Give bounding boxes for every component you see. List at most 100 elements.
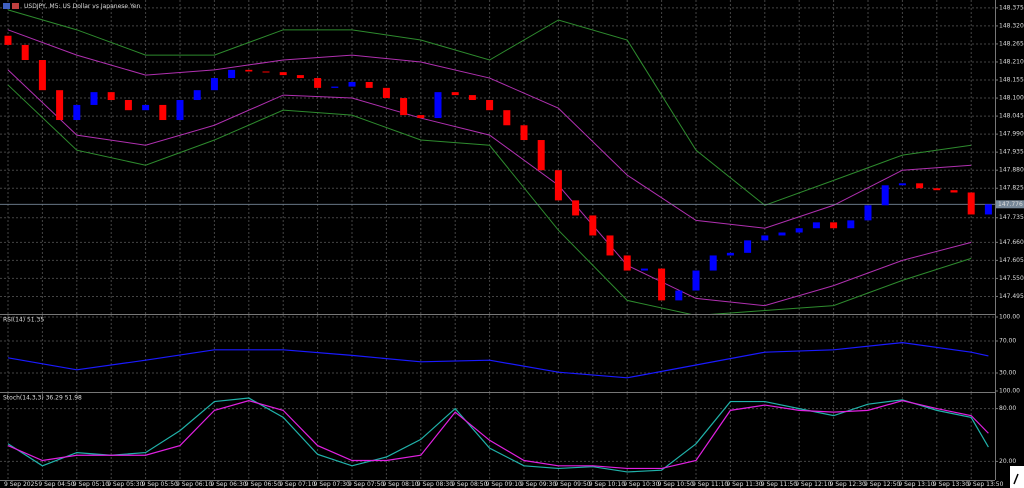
candle <box>933 188 941 191</box>
candle <box>142 104 150 111</box>
y-tick-label: 147.605 <box>999 257 1024 264</box>
y-tick-label: 148.265 <box>999 40 1024 47</box>
candle <box>881 185 889 206</box>
x-tick-label: 9 Sep 10:10 <box>589 481 625 488</box>
candle <box>967 192 975 215</box>
candle <box>331 86 339 88</box>
x-tick-label: 9 Sep 2025 <box>4 481 38 488</box>
y-tick-label: 100.00 <box>999 314 1020 321</box>
candle <box>520 125 528 141</box>
indicator-line <box>7 400 989 470</box>
candle <box>4 35 12 45</box>
candle <box>210 78 218 91</box>
panel <box>0 393 995 480</box>
y-tick-label: 80.00 <box>999 405 1016 412</box>
y-tick-label: 147.550 <box>999 275 1024 282</box>
candle <box>451 92 459 96</box>
x-tick-label: 9 Sep 05:10 <box>73 481 109 488</box>
candle <box>90 92 98 105</box>
x-tick-label: 9 Sep 04:50 <box>38 481 74 488</box>
x-tick-label: 9 Sep 10:50 <box>658 481 694 488</box>
candle <box>640 268 648 271</box>
indicator-line <box>7 397 989 473</box>
candle <box>589 215 597 236</box>
x-tick-label: 9 Sep 07:30 <box>314 481 350 488</box>
x-tick-label: 9 Sep 08:50 <box>451 481 487 488</box>
candle <box>572 200 580 216</box>
candle <box>296 75 304 79</box>
candle <box>486 100 494 111</box>
candle <box>744 240 752 253</box>
candle <box>847 220 855 229</box>
x-tick-label: 9 Sep 09:30 <box>520 481 556 488</box>
band-line <box>7 69 972 307</box>
candle <box>692 270 700 291</box>
candle <box>279 72 287 76</box>
corner-icon <box>1013 473 1019 485</box>
indicator-line <box>7 341 989 379</box>
candle <box>228 69 236 79</box>
candle <box>262 71 270 73</box>
y-tick-label: 147.660 <box>999 239 1024 246</box>
x-tick-label: 9 Sep 11:10 <box>692 481 728 488</box>
candle <box>950 190 958 193</box>
candle <box>348 81 356 87</box>
candle <box>417 115 425 119</box>
x-tick-label: 9 Sep 05:30 <box>107 481 143 488</box>
x-tick-label: 9 Sep 10:30 <box>623 481 659 488</box>
candle <box>623 255 631 271</box>
candle <box>314 78 322 88</box>
candle <box>245 69 253 72</box>
candle <box>812 222 820 229</box>
x-tick-label: 9 Sep 08:10 <box>382 481 418 488</box>
x-tick-label: 9 Sep 13:30 <box>933 481 969 488</box>
x-tick-label: 9 Sep 08:30 <box>417 481 453 488</box>
y-tick-label: 147.935 <box>999 149 1024 156</box>
x-tick-label: 9 Sep 11:50 <box>761 481 797 488</box>
candle <box>554 170 562 201</box>
y-tick-label: 147.495 <box>999 293 1024 300</box>
y-tick-label: 148.045 <box>999 113 1024 120</box>
band-line <box>7 84 972 314</box>
x-tick-label: 9 Sep 12:30 <box>830 481 866 488</box>
y-tick-label: 147.990 <box>999 131 1024 138</box>
candle <box>898 183 906 186</box>
panel <box>0 315 995 392</box>
y-tick-label: 20.00 <box>999 458 1016 465</box>
candle <box>56 90 64 121</box>
y-tick-label: 147.825 <box>999 185 1024 192</box>
band-line <box>7 9 972 206</box>
candle <box>434 92 442 119</box>
symbol-icon <box>12 3 19 9</box>
candle <box>795 228 803 233</box>
candle <box>193 90 201 101</box>
candle <box>778 232 786 236</box>
candle <box>726 252 734 256</box>
candle <box>503 110 511 126</box>
candle <box>916 183 924 189</box>
x-tick-label: 9 Sep 06:30 <box>210 481 246 488</box>
candle <box>468 95 476 101</box>
panel <box>0 0 995 314</box>
y-tick-label: 148.375 <box>999 4 1024 11</box>
y-tick-label: 148.320 <box>999 22 1024 29</box>
band-line <box>7 29 972 229</box>
x-tick-label: 9 Sep 06:50 <box>245 481 281 488</box>
candle <box>537 140 545 171</box>
x-tick-label: 9 Sep 05:50 <box>142 481 178 488</box>
candle <box>365 81 373 88</box>
symbol-icon <box>3 3 10 9</box>
x-tick-label: 9 Sep 13:50 <box>967 481 1003 488</box>
candle <box>176 100 184 121</box>
stoch-title: Stoch(14,3,3) 36.29 51.98 <box>3 395 82 402</box>
x-tick-label: 9 Sep 09:10 <box>486 481 522 488</box>
candle <box>864 205 872 221</box>
x-tick-label: 9 Sep 07:10 <box>279 481 315 488</box>
candle <box>107 92 115 101</box>
candle <box>761 235 769 241</box>
candle <box>38 60 46 91</box>
x-tick-label: 9 Sep 12:50 <box>864 481 900 488</box>
